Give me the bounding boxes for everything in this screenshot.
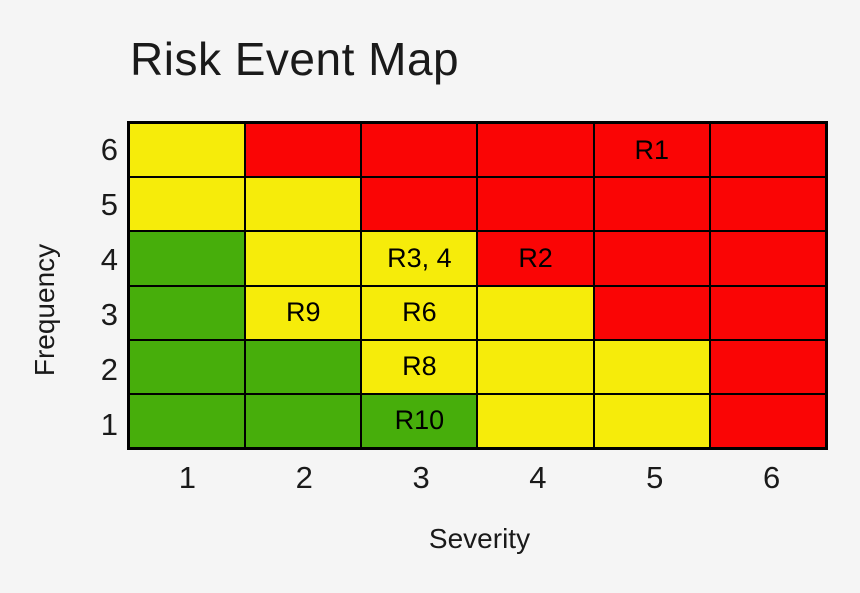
matrix-cell-s2-f6 [245,123,362,178]
matrix-cell-s5-f6: R1 [593,123,710,178]
y-axis-ticks: 6 5 4 3 2 1 [55,123,120,452]
matrix-cell-s6-f2 [709,339,826,394]
matrix-cell-s6-f3 [709,285,826,340]
x-axis-ticks: 1 2 3 4 5 6 [129,457,830,499]
chart-title: Risk Event Map [130,33,460,85]
matrix-cell-s4-f4: R2 [477,231,594,286]
matrix-cell-s3-f1: R10 [361,393,478,448]
x-axis-label: Severity [428,523,531,554]
matrix-cell-s1-f6 [129,123,246,178]
matrix-cell-s1-f1 [129,393,246,448]
matrix-cell-s2-f1 [245,393,362,448]
y-tick-1: 1 [100,406,118,442]
y-tick-5: 5 [100,187,118,223]
x-tick-5: 5 [646,460,664,495]
y-tick-2: 2 [100,351,118,387]
matrix-cell-s5-f1 [593,393,710,448]
y-tick-6: 6 [100,132,118,168]
x-tick-1: 1 [178,460,197,495]
y-tick-3: 3 [100,296,118,332]
matrix-cell-s1-f4 [129,231,246,286]
matrix-cell-s3-f2: R8 [361,339,478,394]
matrix-cell-s3-f3: R6 [361,285,478,340]
matrix-cell-s4-f3 [477,285,594,340]
matrix-cell-s5-f4 [593,231,710,286]
x-tick-3: 3 [412,460,430,495]
risk-matrix-grid: R1 R3, 4 R2 R9 R6 R8 R10 [127,121,828,450]
matrix-cell-s3-f6 [361,123,478,178]
x-tick-6: 6 [762,460,781,495]
matrix-cell-s6-f4 [709,231,826,286]
matrix-cell-s2-f4 [245,231,362,286]
matrix-cell-s6-f1 [709,393,826,448]
matrix-cell-s6-f5 [709,177,826,232]
matrix-cell-s4-f6 [477,123,594,178]
matrix-cell-s3-f4: R3, 4 [361,231,478,286]
y-tick-4: 4 [100,242,118,278]
x-tick-2: 2 [295,460,313,495]
matrix-cell-s1-f5 [129,177,246,232]
matrix-cell-s2-f2 [245,339,362,394]
matrix-cell-s1-f2 [129,339,246,394]
matrix-cell-s2-f5 [245,177,362,232]
matrix-cell-s5-f5 [593,177,710,232]
matrix-cell-s5-f3 [593,285,710,340]
x-tick-4: 4 [529,460,547,495]
matrix-cell-s4-f2 [477,339,594,394]
matrix-cell-s3-f5 [361,177,478,232]
matrix-cell-s4-f1 [477,393,594,448]
matrix-cell-s5-f2 [593,339,710,394]
matrix-cell-s6-f6 [709,123,826,178]
matrix-cell-s4-f5 [477,177,594,232]
matrix-cell-s1-f3 [129,285,246,340]
matrix-cell-s2-f3: R9 [245,285,362,340]
